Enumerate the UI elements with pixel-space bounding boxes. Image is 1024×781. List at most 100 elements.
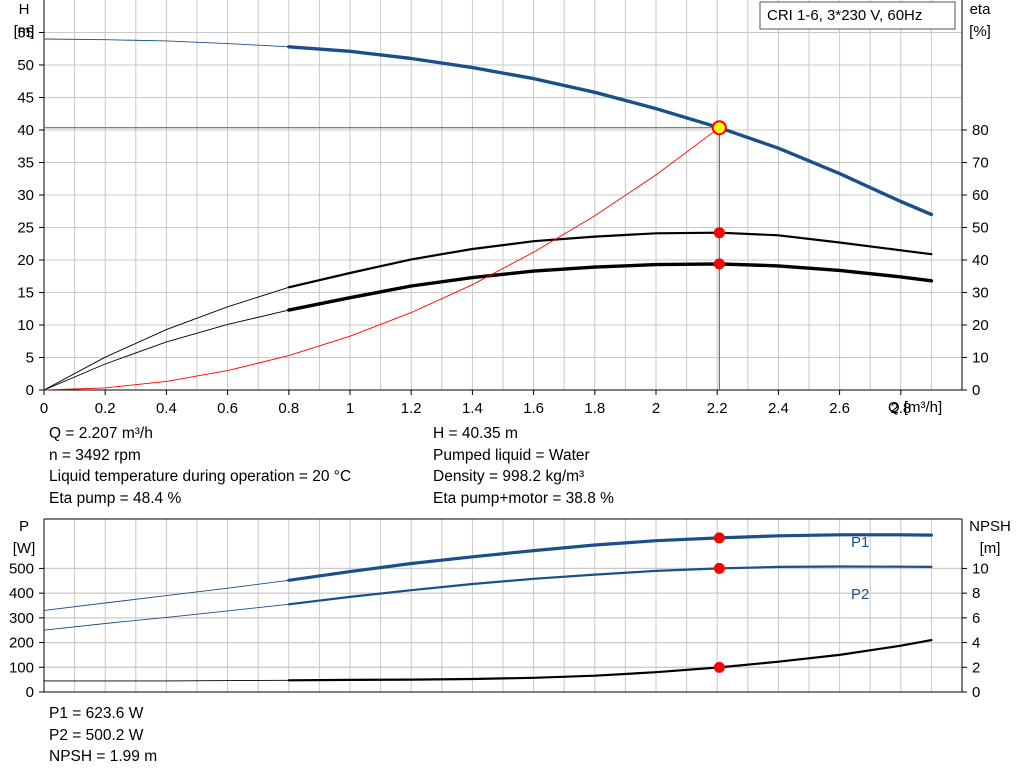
eta-axis-unit: [%]	[969, 23, 991, 40]
info-eta-pump: Eta pump = 48.4 %	[49, 489, 182, 507]
operating-point	[711, 120, 727, 136]
right-tick-label: 20	[972, 317, 989, 334]
left-tick-label: 45	[17, 90, 34, 107]
left-tick-label: 300	[9, 610, 34, 627]
info-head: H = 40.35 m	[433, 425, 518, 442]
bottom-chart-ticks: 0 100 200 300 400 500 0 2 4 6 8 10	[9, 560, 989, 701]
x-tick-label: 2.2	[707, 400, 728, 417]
bottom-info: P1 = 623.6 W P2 = 500.2 W NPSH = 1.99 m	[49, 703, 157, 768]
left-tick-label: 15	[17, 285, 34, 302]
x-tick-label: 0	[40, 400, 48, 417]
info-pumped-liquid: Pumped liquid = Water	[433, 446, 590, 464]
x-tick-label: 1.4	[462, 400, 483, 417]
power-axis-name: P	[19, 518, 29, 535]
right-tick-label: 8	[972, 585, 980, 602]
left-tick-label: 40	[17, 122, 34, 139]
x-tick-label: 1.8	[584, 400, 605, 417]
left-tick-label: 200	[9, 635, 34, 652]
bottom-chart-series	[43, 532, 933, 682]
p1-point	[713, 532, 725, 544]
eta-pump-curve-thin	[43, 286, 289, 391]
x-tick-label: 1.6	[523, 400, 544, 417]
info-npsh: NPSH = 1.99 m	[49, 748, 158, 765]
npsh-axis-unit: [m]	[980, 540, 1001, 557]
x-tick-label: 2.6	[829, 400, 850, 417]
right-tick-label: 10	[972, 350, 989, 367]
eta-pump-motor-point	[713, 258, 725, 270]
eta-pump-curve	[287, 231, 933, 289]
x-tick-label: 2	[652, 400, 660, 417]
npsh-axis-name: NPSH	[969, 518, 1011, 535]
top-info-left: Q = 2.207 m³/h n = 3492 rpm Liquid tempe…	[49, 423, 351, 509]
info-p2: P2 = 500.2 W	[49, 726, 144, 744]
legend-box: CRI 1-6, 3*230 V, 60Hz	[759, 1, 956, 30]
right-tick-label: 0	[972, 684, 980, 701]
P2-curve	[287, 565, 933, 606]
flow-axis-label: Q [m³/h]	[888, 399, 942, 416]
info-density: Density = 998.2 kg/m³	[433, 468, 585, 485]
P1-curve-thin	[43, 579, 289, 611]
right-tick-label: 40	[972, 252, 989, 269]
legend-box-text: CRI 1-6, 3*230 V, 60Hz	[767, 7, 922, 24]
bottom-chart-frame	[43, 518, 963, 693]
x-tick-label: 0.2	[95, 400, 116, 417]
right-tick-label: 70	[972, 155, 989, 172]
P2-curve-thin	[43, 603, 289, 631]
eta-pump-motor-curve	[287, 262, 934, 312]
info-liquid-temperature: Liquid temperature during operation = 20…	[49, 468, 352, 485]
info-flow: Q = 2.207 m³/h	[49, 425, 153, 442]
x-tick-label: 0.8	[278, 400, 299, 417]
x-tick-label: 2.8	[890, 400, 911, 417]
left-tick-label: 25	[17, 220, 34, 237]
right-tick-label: 2	[972, 659, 980, 676]
eta-axis-name: eta	[970, 1, 992, 18]
p1-series-label: P1	[851, 534, 869, 551]
right-tick-label: 4	[972, 635, 980, 652]
left-tick-label: 20	[17, 252, 34, 269]
H-curve-thin	[43, 38, 289, 48]
right-tick-label: 10	[972, 560, 989, 577]
x-tick-label: 0.6	[217, 400, 238, 417]
top-info-right: H = 40.35 m Pumped liquid = Water Densit…	[433, 423, 614, 509]
left-tick-label: 0	[26, 382, 34, 399]
head-axis-unit: [m]	[14, 23, 35, 40]
left-tick-label: 5	[26, 350, 34, 367]
npsh-point	[713, 661, 725, 673]
head-axis-name: H	[19, 1, 30, 18]
right-tick-label: 60	[972, 187, 989, 204]
left-tick-label: 50	[17, 57, 34, 74]
H-curve	[287, 45, 934, 217]
left-tick-label: 55	[17, 25, 34, 42]
x-tick-label: 1.2	[401, 400, 422, 417]
x-tick-label: 0.4	[156, 400, 177, 417]
left-tick-label: 10	[17, 317, 34, 334]
NPSH-curve-thin	[44, 679, 289, 682]
x-tick-label: 1	[346, 400, 354, 417]
left-tick-label: 30	[17, 187, 34, 204]
right-tick-label: 0	[972, 382, 980, 399]
power-axis-unit: [W]	[13, 540, 36, 557]
info-speed: n = 3492 rpm	[49, 446, 141, 464]
left-tick-label: 0	[26, 684, 34, 701]
p2-point	[713, 562, 725, 574]
left-tick-label: 100	[9, 659, 34, 676]
top-chart-ticks: 0510152025303540455055010203040506070800…	[17, 25, 988, 418]
info-p1: P1 = 623.6 W	[49, 705, 144, 722]
left-tick-label: 500	[9, 560, 34, 577]
right-tick-label: 30	[972, 285, 989, 302]
left-tick-label: 35	[17, 155, 34, 172]
x-tick-label: 2.4	[768, 400, 789, 417]
info-eta-pump-motor: Eta pump+motor = 38.8 %	[433, 489, 614, 507]
eta-pump-point	[713, 227, 725, 239]
left-tick-label: 400	[9, 585, 34, 602]
p2-series-label: P2	[851, 586, 869, 603]
top-chart-grid	[43, 0, 963, 391]
bottom-chart-grid	[43, 519, 963, 693]
top-chart-series	[43, 38, 934, 391]
right-tick-label: 80	[972, 122, 989, 139]
P1-curve	[287, 533, 933, 582]
right-tick-label: 50	[972, 220, 989, 237]
NPSH-curve	[287, 639, 933, 682]
eta-pump-motor-curve-thin	[43, 309, 289, 391]
